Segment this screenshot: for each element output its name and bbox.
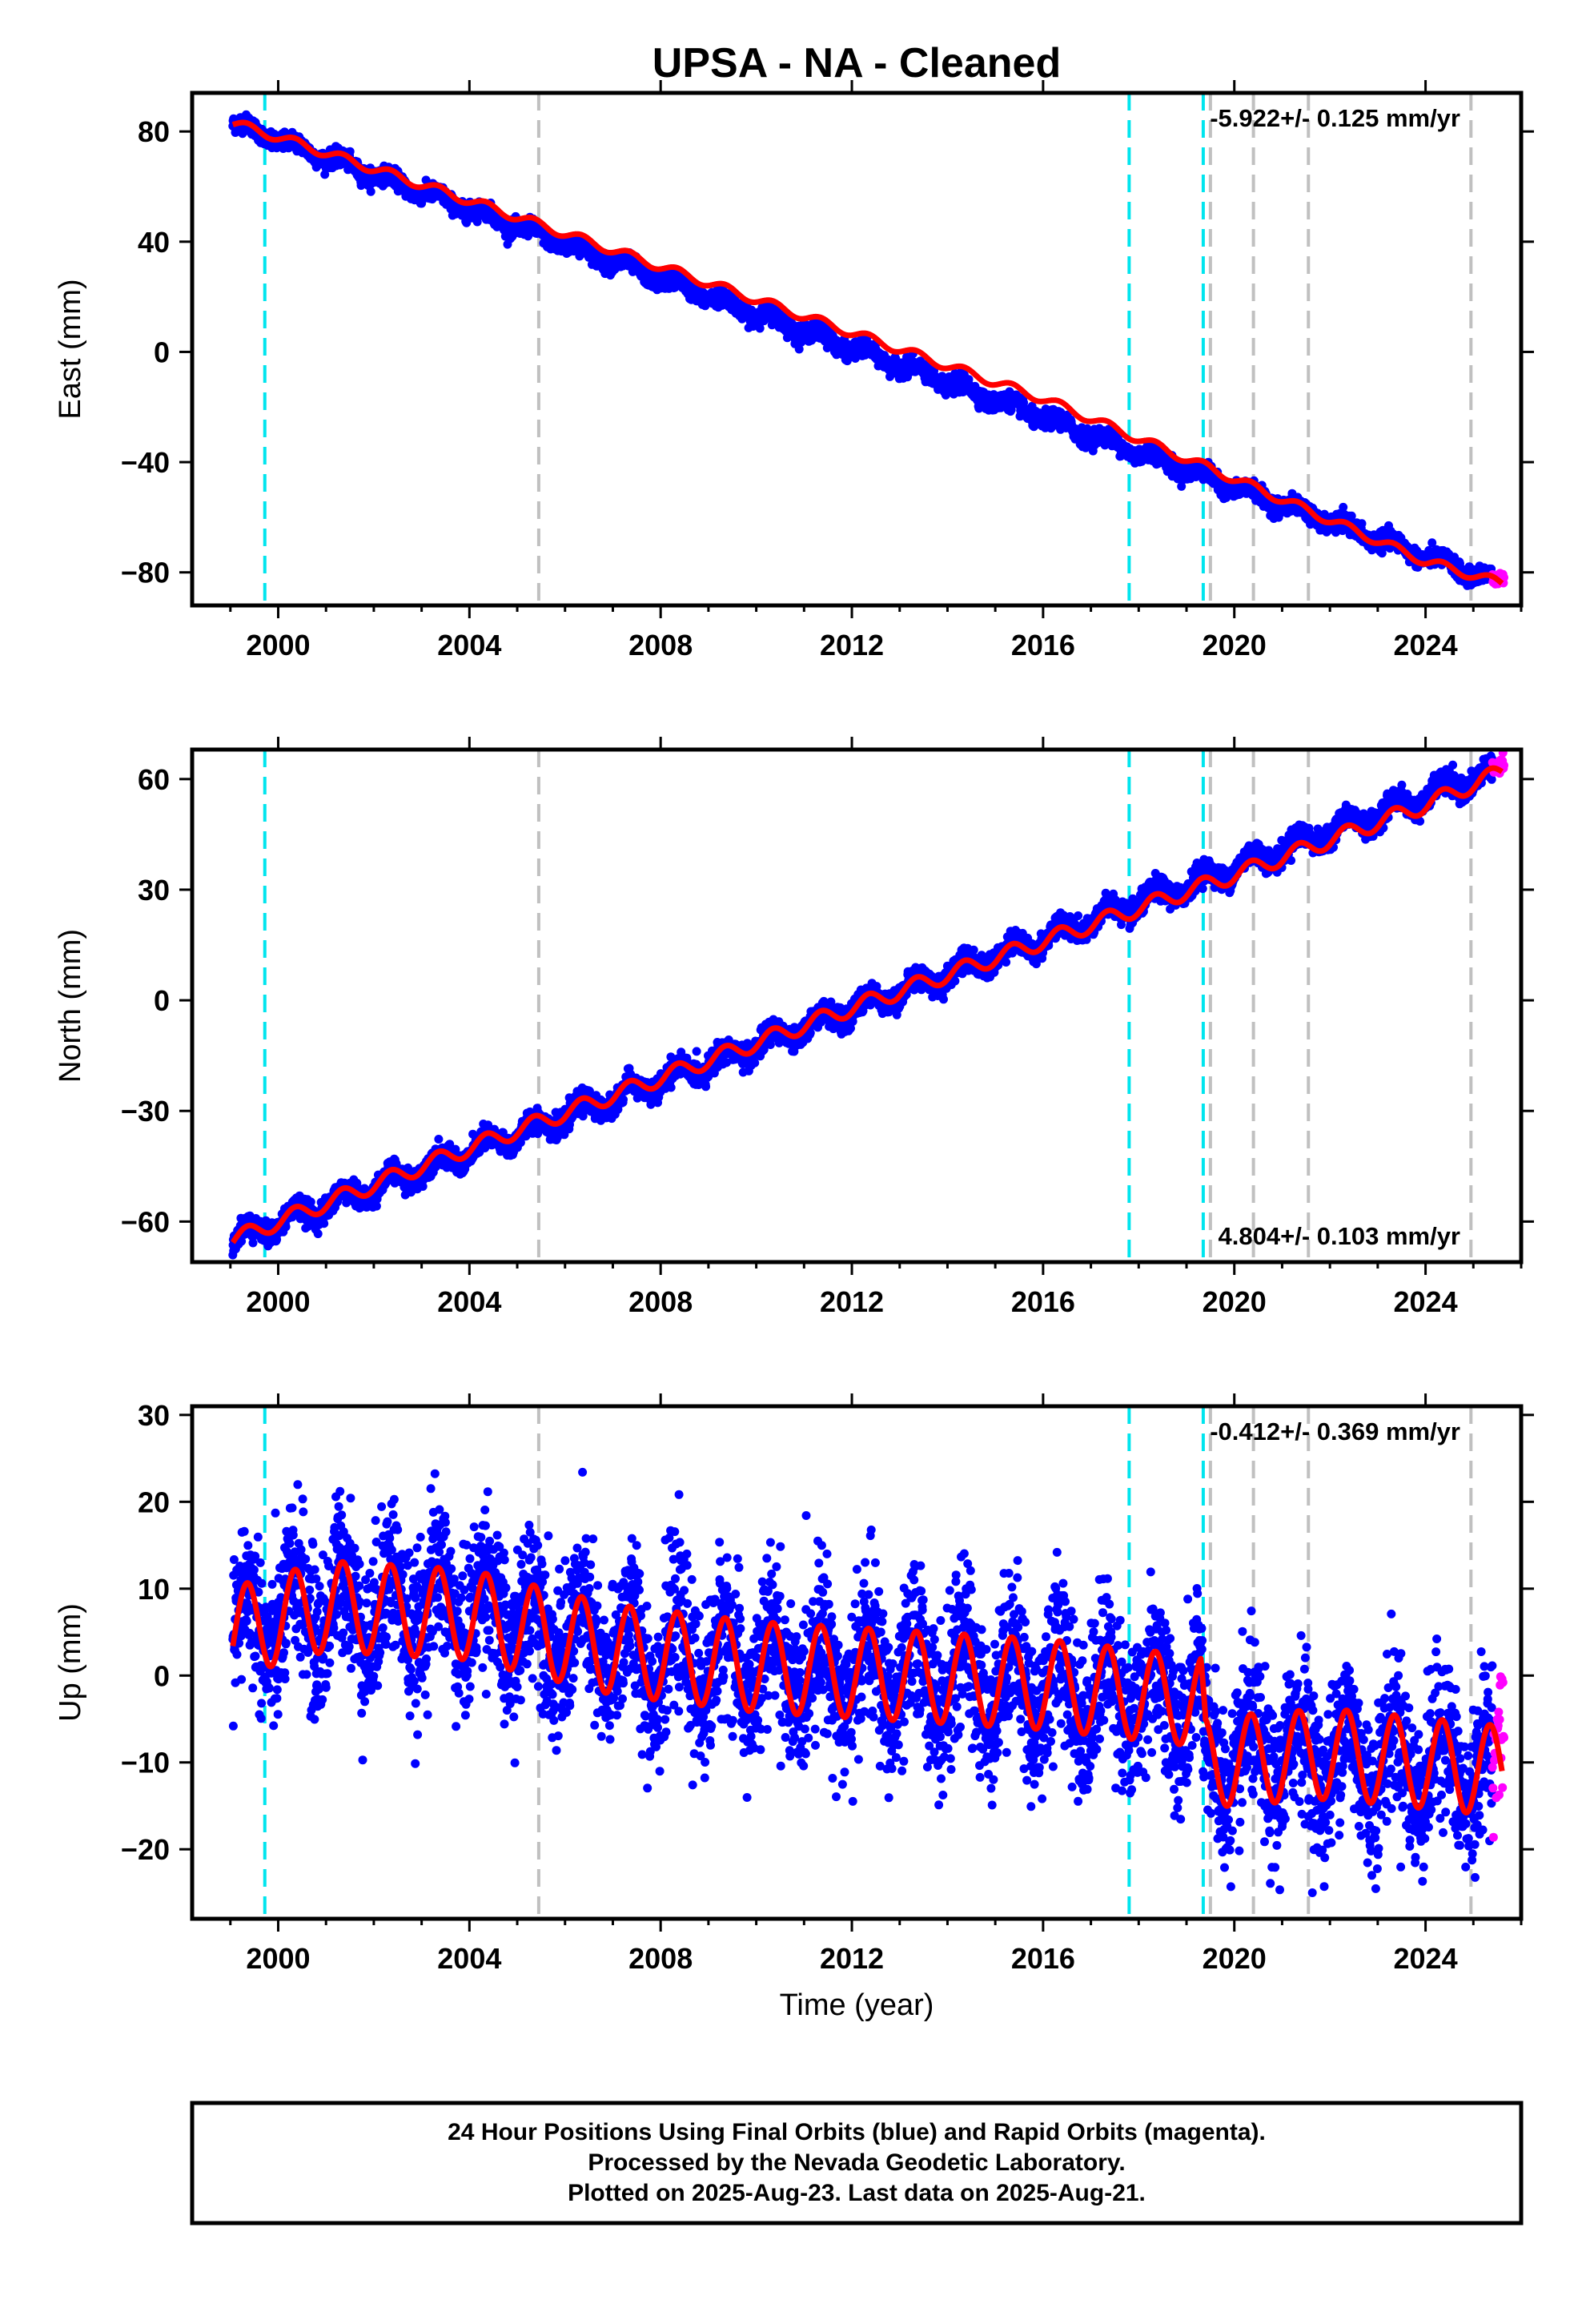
- x-tick-label: 2024: [1394, 629, 1458, 661]
- panels-group: 2000 2004 2008 2012 2016 2020 2024 80 40 0 −40 −80 E…: [54, 80, 1534, 1975]
- panel-2: 2000 2004 2008 2012 2016 2020 202460300−30−60N…: [54, 737, 1534, 1318]
- y-tick-label: 80: [138, 115, 170, 148]
- x-tick-label: 2012: [820, 629, 884, 661]
- panel-1: 2000 2004 2008 2012 2016 2020 2024 80 40 0 −40 −80 E…: [54, 80, 1534, 661]
- x-tick-label: 2020: [1203, 629, 1267, 661]
- final-orbit-points: [228, 751, 1497, 1260]
- y-tick-label: −80: [121, 557, 170, 589]
- y-tick-label: −40: [121, 446, 170, 479]
- data-point: [1357, 519, 1367, 529]
- data-point: [248, 1238, 258, 1248]
- y-tick-label: 0: [154, 336, 170, 368]
- x-tick-label: 2004: [437, 629, 501, 661]
- x-tick-label: 2000: [246, 629, 310, 661]
- data-point: [366, 187, 375, 196]
- plot-title: UPSA - NA - Cleaned: [652, 40, 1061, 86]
- y-tick-label: 40: [138, 226, 170, 259]
- x-tick-label: 2008: [628, 629, 693, 661]
- x-tick-label: 2016: [1011, 629, 1075, 661]
- final-orbit-points: [228, 110, 1497, 590]
- rate-annotation: -5.922+/- 0.125 mm/yr: [1210, 104, 1460, 132]
- y-axis-label: East (mm): [54, 279, 87, 419]
